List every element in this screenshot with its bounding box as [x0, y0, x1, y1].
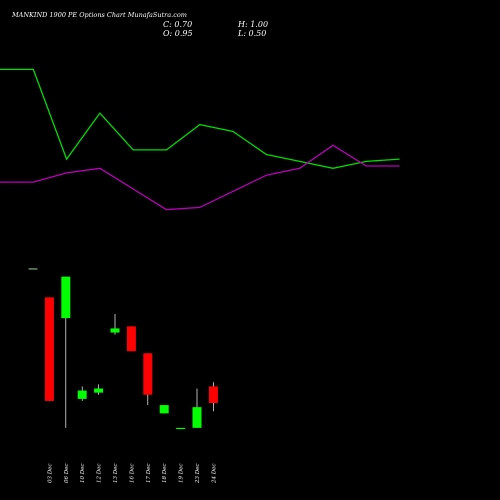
x-tick-label: 10 Dec	[80, 464, 86, 484]
x-tick-label: 16 Dec	[129, 464, 135, 484]
low-value: L: 0.50	[237, 29, 266, 38]
x-tick-label: 17 Dec	[146, 464, 152, 484]
x-tick-label: 12 Dec	[97, 464, 103, 484]
indicator-lines	[0, 68, 400, 211]
x-tick-label: 24 Dec	[211, 464, 217, 485]
candle-8	[159, 405, 169, 414]
x-tick-label: 19 Dec	[179, 464, 185, 484]
candle-9	[176, 427, 186, 430]
candle-body	[159, 405, 169, 414]
high-value: H: 1.00	[237, 20, 268, 29]
candle-body	[44, 297, 54, 401]
x-tick-label: 13 Dec	[113, 464, 119, 484]
candle-body	[61, 276, 71, 319]
candle-body	[77, 390, 87, 399]
x-tick-label: 18 Dec	[162, 464, 168, 484]
candle-body	[176, 427, 186, 430]
candle-body	[110, 328, 120, 333]
candle-body	[208, 386, 218, 403]
candle-body	[94, 388, 104, 393]
x-axis-ticks: 03 Dec 06 Dec 10 Dec 12 Dec 13 Dec 16 Dec 17 D…	[47, 464, 217, 485]
x-tick-label: 23 Dec	[195, 464, 201, 485]
candle-7	[143, 353, 153, 406]
open-value: O: 0.95	[163, 29, 193, 38]
candle-1	[44, 297, 54, 401]
candle-3	[77, 386, 87, 401]
candle-11	[208, 382, 218, 412]
candle-body	[126, 326, 136, 352]
candle-5	[110, 313, 120, 335]
close-value: C: 0.70	[163, 20, 192, 29]
candle-6	[126, 326, 136, 352]
candle-2	[61, 276, 71, 428]
candle-10	[192, 388, 202, 428]
line-series-magenta	[0, 144, 400, 211]
candle-0	[28, 268, 38, 270]
candle-4	[94, 384, 104, 395]
candles	[28, 268, 218, 430]
x-tick-label: 06 Dec	[64, 464, 70, 484]
candle-body	[192, 407, 202, 428]
candle-body	[143, 353, 153, 395]
line-series-green	[0, 68, 400, 169]
x-tick-label: 03 Dec	[47, 464, 53, 484]
chart-title: MANKIND 1900 PE Options Chart MunafaSutr…	[11, 11, 187, 19]
candle-body	[28, 268, 38, 270]
